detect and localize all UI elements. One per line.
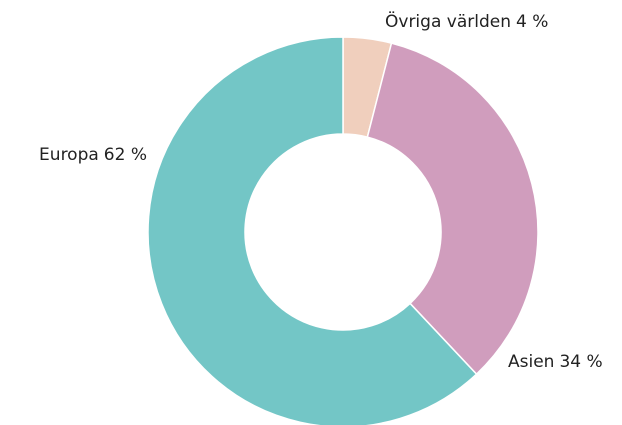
- value-label: 4 %: [516, 12, 548, 32]
- slice-label: Europa 62 %: [39, 145, 147, 165]
- category-name: Övriga världen: [385, 10, 511, 32]
- donut-slice: [366, 42, 539, 376]
- value-label: 34 %: [559, 352, 602, 372]
- slice-label: Asien 34 %: [508, 352, 603, 372]
- category-name: Asien: [508, 352, 554, 372]
- value-label: 62 %: [104, 145, 147, 165]
- category-name: Europa: [39, 145, 99, 165]
- slice-label: Övriga världen 4 %: [385, 10, 548, 32]
- donut-slice: [147, 36, 478, 425]
